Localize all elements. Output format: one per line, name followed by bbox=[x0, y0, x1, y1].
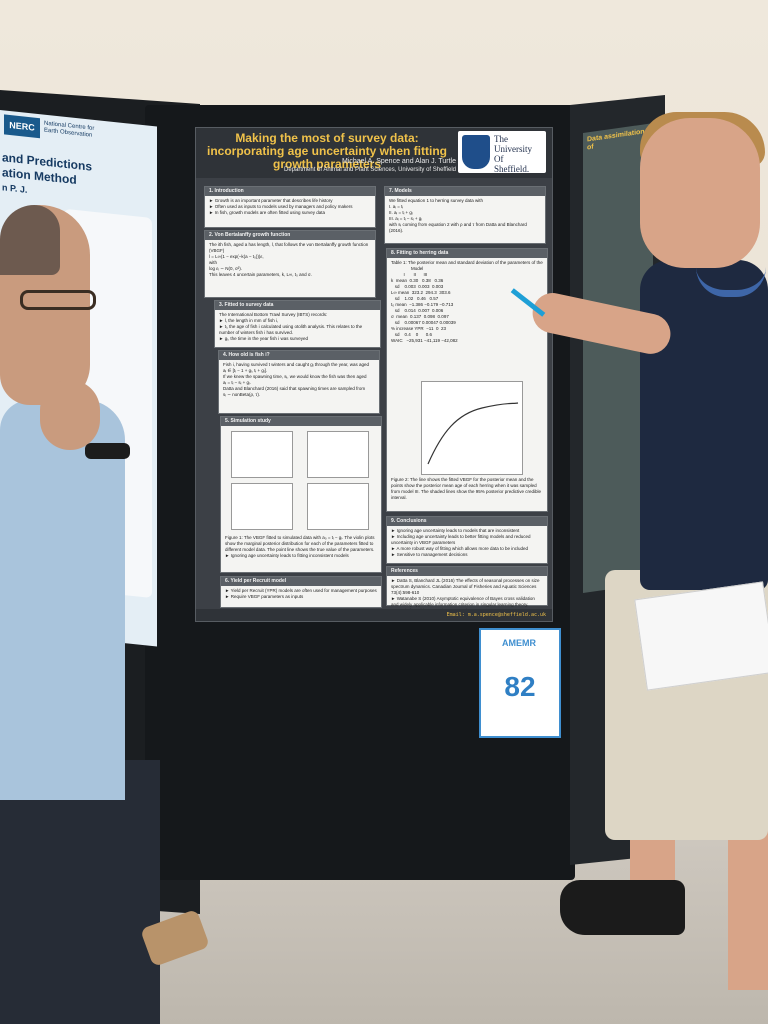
board-number: 82 bbox=[504, 671, 536, 702]
left-person-hand bbox=[40, 380, 100, 450]
section-heading: 3. Fitted to survey data bbox=[215, 301, 380, 310]
section-vbgf: 2. Von Bertalanffy growth function The i… bbox=[204, 230, 376, 298]
section-heading: 2. Von Bertalanffy growth function bbox=[205, 231, 375, 240]
section-heading: 5. Simulation study bbox=[221, 417, 381, 426]
left-person-jeans bbox=[0, 760, 160, 1024]
right-person-tshirt bbox=[640, 260, 768, 590]
section-models: 7. Models We fitted equation 1 to herrin… bbox=[384, 186, 546, 244]
section-heading: 7. Models bbox=[385, 187, 545, 196]
section-ypr-model: 6. Yield per Recruit model ► Yield per R… bbox=[220, 576, 382, 608]
violin-plot bbox=[307, 483, 369, 530]
papers-icon bbox=[634, 581, 768, 691]
section-text: We fitted equation 1 to herring survey d… bbox=[389, 198, 527, 233]
violin-plot bbox=[231, 483, 293, 530]
section-conclusions: 9. Conclusions ► Ignoring age uncertaint… bbox=[386, 516, 548, 564]
university-name: The University Of Sheffield. bbox=[494, 134, 532, 174]
section-text: ► Yield per Recruit (YPR) models are oft… bbox=[225, 588, 377, 599]
section-text: Fish i, having survived t winters and ca… bbox=[223, 362, 370, 397]
shoe-icon bbox=[560, 880, 685, 935]
nceo-logo-text: National Centre for Earth Observation bbox=[44, 120, 95, 139]
section-text: Table 1: The posterior mean and standard… bbox=[391, 260, 543, 343]
watch-icon bbox=[85, 443, 130, 459]
violin-plot bbox=[307, 431, 369, 478]
section-heading: 4. How old is fish i? bbox=[219, 351, 379, 360]
section-text: ► Ignoring age uncertainty leads to mode… bbox=[391, 528, 531, 557]
figure-caption: Figure 2: The line shows the fitted VBGF… bbox=[391, 477, 541, 500]
amemr-logo: AMEMR bbox=[502, 638, 536, 648]
section-heading: 9. Conclusions bbox=[387, 517, 547, 526]
section-text: The International Bottom Trawl Survey (I… bbox=[219, 312, 363, 341]
left-person-shirt bbox=[0, 400, 125, 800]
section-introduction: 1. Introduction ► Growth is an important… bbox=[204, 186, 376, 228]
growth-curve-plot bbox=[421, 381, 523, 475]
section-references: References ► Datta S, Blanchard JL (2016… bbox=[386, 566, 548, 613]
growth-curve-svg bbox=[427, 402, 519, 465]
violin-plot bbox=[231, 431, 293, 478]
section-heading: 6. Yield per Recruit model bbox=[221, 577, 381, 586]
growth-curve-line bbox=[427, 402, 519, 465]
section-survey-data: 3. Fitted to survey data The Internation… bbox=[214, 300, 381, 348]
university-crest-icon bbox=[462, 135, 490, 169]
poster-header: Making the most of survey data: incorpor… bbox=[196, 128, 552, 178]
section-heading: References bbox=[387, 567, 547, 576]
section-text: The ith fish, aged a has length, l, that… bbox=[209, 242, 369, 277]
main-poster: Making the most of survey data: incorpor… bbox=[195, 127, 553, 622]
section-text: ► Growth is an important parameter that … bbox=[209, 198, 353, 215]
board-number-card: AMEMR 82 bbox=[479, 628, 561, 738]
poster-department: Department of Animal and Plant Sciences,… bbox=[284, 167, 456, 173]
right-person-leg bbox=[728, 830, 768, 990]
poster-title: Making the most of survey data: incorpor… bbox=[206, 131, 447, 171]
lanyard-icon bbox=[696, 260, 766, 297]
poster-authors: Michael A. Spence and Alan J. Turtle bbox=[341, 158, 456, 165]
poster-footer-email: Email: m.a.spence@sheffield.ac.uk bbox=[196, 609, 552, 621]
right-person-head bbox=[640, 118, 760, 268]
section-herring-data: 8. Fitting to herring data Table 1: The … bbox=[386, 248, 548, 512]
university-logo: The University Of Sheffield. bbox=[458, 131, 546, 174]
glasses-icon bbox=[20, 290, 96, 310]
section-simulation-study: 5. Simulation study Figure 1: The VBGF f… bbox=[220, 416, 382, 573]
section-heading: 8. Fitting to herring data bbox=[387, 249, 547, 258]
nerc-logo: NERC bbox=[4, 114, 40, 139]
section-fish-age: 4. How old is fish i? Fish i, having sur… bbox=[218, 350, 380, 414]
left-person-hair bbox=[0, 205, 60, 275]
section-heading: 1. Introduction bbox=[205, 187, 375, 196]
section-text: Figure 1: The VBGF fitted to simulated d… bbox=[225, 535, 375, 558]
